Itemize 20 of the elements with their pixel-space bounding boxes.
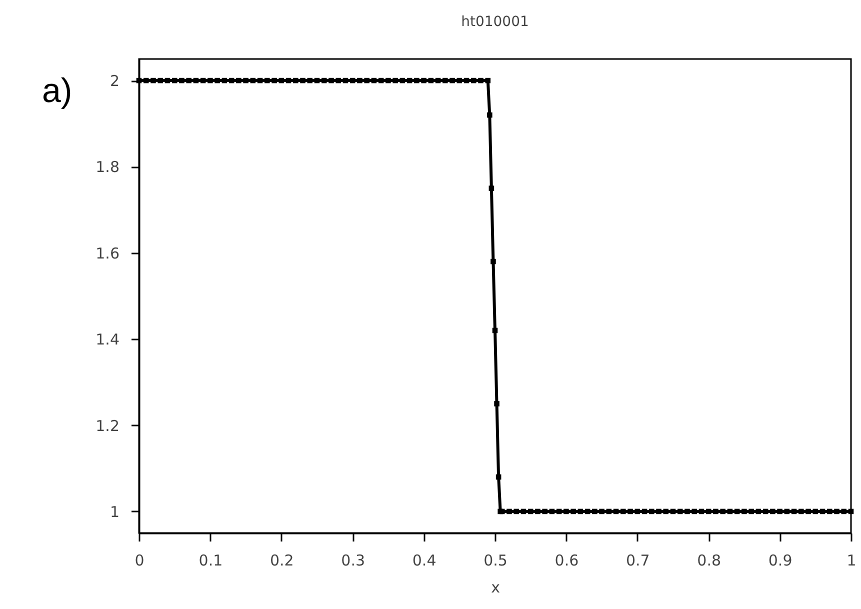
x-tick-label: 0.8 [697, 552, 722, 570]
x-tick-label: 0.7 [626, 552, 650, 570]
chart-title: ht010001 [461, 14, 529, 30]
x-tick-label: 0.6 [554, 552, 579, 570]
x-tick-label: 0.3 [341, 552, 366, 570]
y-tick-label: 1.4 [96, 330, 120, 349]
y-tick-label: 1.2 [96, 416, 120, 435]
x-tick-label: 0 [134, 552, 144, 570]
y-tick-label: 1 [110, 502, 120, 521]
x-tick-label: 0.2 [270, 552, 294, 570]
x-axis-title: x [491, 578, 500, 596]
y-tick-label: 1.6 [96, 244, 120, 262]
text: a) [42, 72, 72, 110]
x-tick-label: 1 [846, 552, 856, 570]
x-tick-label: 0.1 [198, 552, 223, 570]
y-tick-label: 1.8 [96, 158, 120, 176]
x-tick-label: 0.4 [412, 552, 436, 570]
x-tick-label: 0.5 [484, 552, 508, 570]
x-tick-label: 0.9 [768, 552, 792, 570]
y-tick-label: 2 [110, 72, 120, 90]
